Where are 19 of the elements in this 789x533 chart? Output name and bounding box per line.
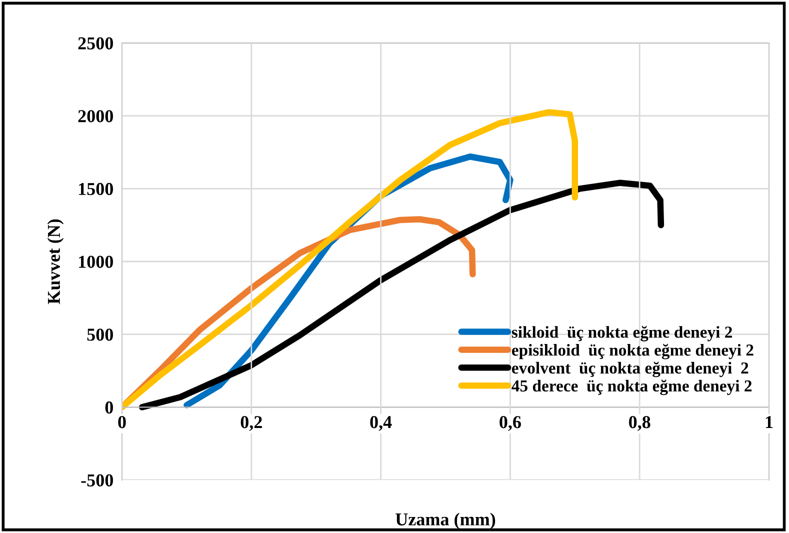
legend-label: episikloid üç nokta eğme deneyi 2 (512, 344, 754, 360)
y-tick-label: -500 (81, 474, 113, 486)
y-tick-label: 1000 (79, 256, 113, 268)
legend-label: 45 derece üç nokta eğme deneyi 2 (512, 380, 752, 396)
x-tick-label: 0,2 (240, 416, 262, 431)
y-tick-label: 1500 (79, 182, 113, 196)
legend-label: sikloid üç nokta eğme deneyi 2 (512, 326, 732, 342)
legend-label: evolvent üç nokta eğme deneyi 2 (512, 362, 748, 378)
y-tick-label: 500 (87, 328, 113, 341)
y-tick-label: 2500 (78, 37, 113, 50)
x-tick-label: 0,8 (629, 416, 650, 431)
y-tick-label: 0 (105, 401, 113, 414)
x-tick-label: 0,6 (500, 416, 521, 431)
x-tick-label: 1 (766, 416, 773, 428)
x-tick-label: 0 (118, 416, 126, 428)
x-tick-label: 0,4 (370, 416, 392, 431)
x-axis-title: Uzama (mm) (396, 512, 496, 530)
y-tick-label: 2000 (78, 110, 113, 122)
y-axis-title: Kuvvet (N) (47, 219, 64, 304)
